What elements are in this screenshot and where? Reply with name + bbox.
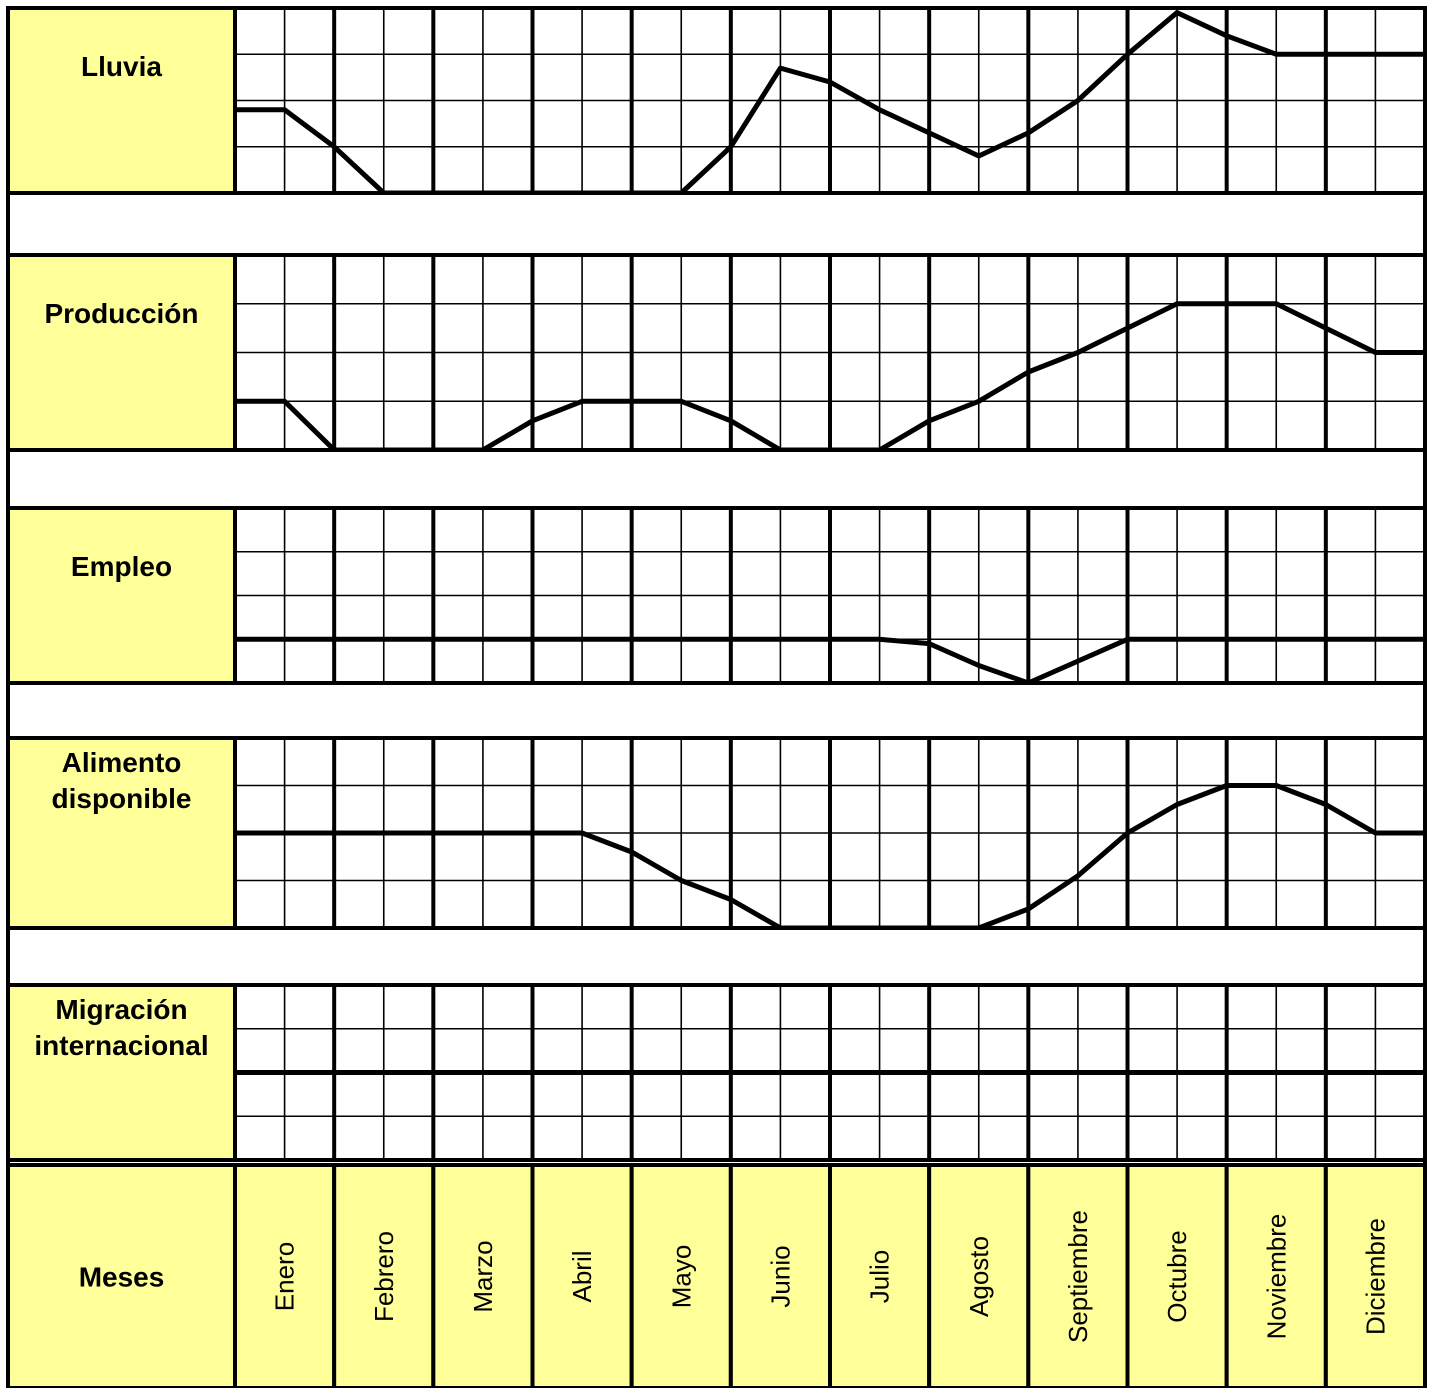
month-label-julio: Julio — [865, 1250, 895, 1303]
label-cell-alimento-disponible — [6, 736, 237, 930]
month-label-septiembre: Septiembre — [1063, 1210, 1093, 1343]
panel-label-alimento-disponible-line-1: Alimento — [62, 747, 182, 778]
series-line-empleo — [235, 636, 1425, 686]
month-label-agosto: Agosto — [964, 1236, 994, 1317]
month-label-junio: Junio — [765, 1245, 795, 1307]
label-cell-produccion — [6, 253, 237, 452]
month-cell-abril — [530, 1163, 634, 1388]
month-label-febrero: Febrero — [369, 1231, 399, 1322]
month-label-enero: Enero — [270, 1242, 300, 1311]
label-cell-migracion-internacional — [6, 983, 237, 1162]
month-label-diciembre: Diciembre — [1360, 1218, 1390, 1335]
separator-band — [6, 448, 1427, 510]
month-label-noviembre: Noviembre — [1261, 1214, 1291, 1340]
separator-band — [6, 681, 1427, 740]
month-cell-agosto — [927, 1163, 1031, 1388]
month-label-marzo: Marzo — [468, 1240, 498, 1312]
month-cell-junio — [728, 1163, 832, 1388]
label-cell-lluvia — [6, 6, 237, 195]
month-cell-mayo — [629, 1163, 733, 1388]
panel-label-migracion-internacional-line-2: internacional — [34, 1030, 208, 1061]
panel-label-migracion-internacional-line-1: Migración — [55, 994, 187, 1025]
month-label-mayo: Mayo — [666, 1245, 696, 1309]
panel-label-produccion: Producción — [44, 298, 198, 329]
months-header-cell — [6, 1163, 237, 1388]
month-label-abril: Abril — [567, 1250, 597, 1302]
month-label-octubre: Octubre — [1162, 1230, 1192, 1323]
month-cell-diciembre — [1323, 1163, 1428, 1388]
month-cell-julio — [828, 1163, 932, 1388]
panel-label-lluvia: Lluvia — [81, 51, 162, 82]
label-cell-empleo — [6, 506, 237, 685]
panel-label-empleo: Empleo — [71, 551, 172, 582]
month-cell-enero — [233, 1163, 337, 1388]
month-cell-septiembre — [1026, 1163, 1130, 1388]
panel-label-alimento-disponible-line-2: disponible — [52, 783, 192, 814]
separator-band — [6, 926, 1427, 987]
month-cell-febrero — [332, 1163, 436, 1388]
separator-band — [6, 191, 1427, 257]
month-cell-octubre — [1125, 1163, 1229, 1388]
months-header-label: Meses — [79, 1262, 165, 1293]
